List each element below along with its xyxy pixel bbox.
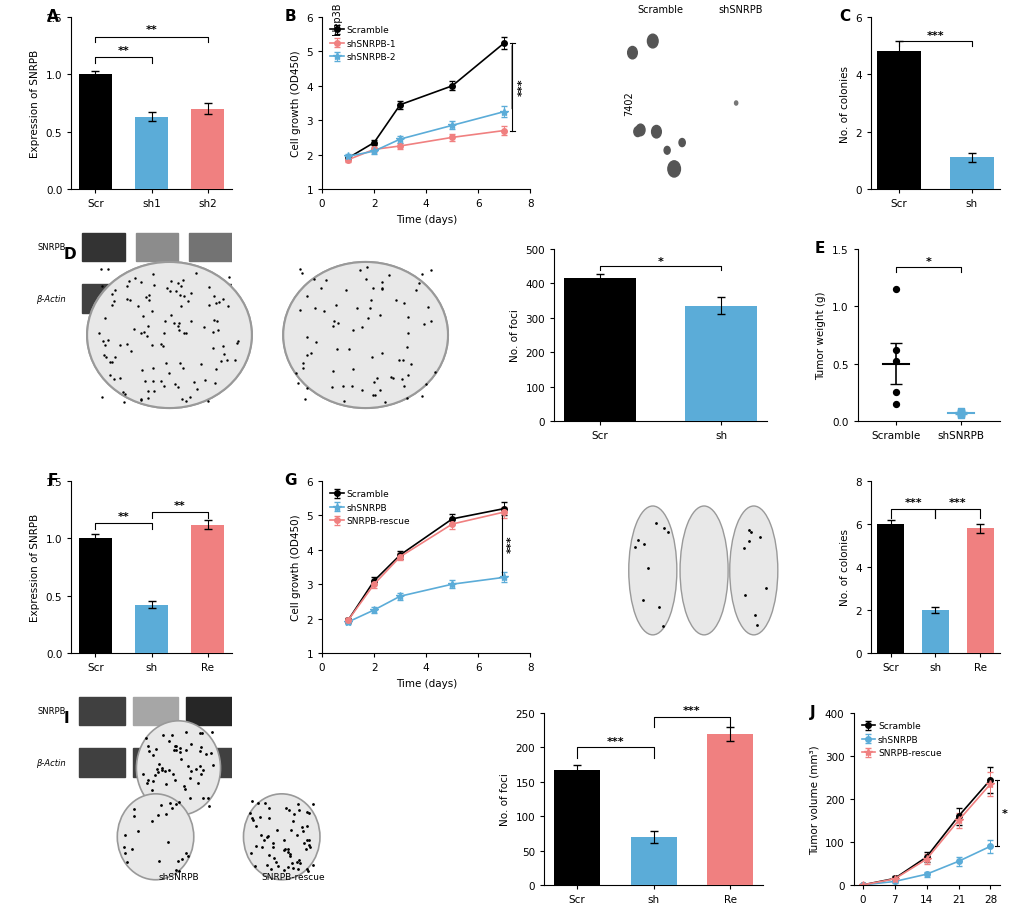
Text: *: * xyxy=(657,256,663,266)
Bar xyxy=(684,306,757,422)
Text: ***: *** xyxy=(506,535,517,552)
Bar xyxy=(135,605,168,653)
Text: *: * xyxy=(1001,808,1007,818)
Text: 7402: 7402 xyxy=(624,91,634,116)
Ellipse shape xyxy=(117,794,194,880)
Text: shSNRPB: shSNRPB xyxy=(158,872,199,881)
Ellipse shape xyxy=(729,507,777,635)
X-axis label: Time (days): Time (days) xyxy=(395,214,457,224)
Text: ***: *** xyxy=(517,79,527,97)
Bar xyxy=(78,75,112,190)
Text: C: C xyxy=(839,9,850,24)
Ellipse shape xyxy=(680,507,728,635)
Point xyxy=(888,355,904,369)
Bar xyxy=(706,734,752,885)
Y-axis label: No. of colonies: No. of colonies xyxy=(840,529,850,606)
Bar xyxy=(564,279,636,422)
Ellipse shape xyxy=(667,162,680,178)
Point xyxy=(888,343,904,358)
Bar xyxy=(876,525,903,653)
Y-axis label: No. of foci: No. of foci xyxy=(510,309,520,362)
Ellipse shape xyxy=(633,127,641,137)
Text: ***: *** xyxy=(606,736,624,746)
Text: Scramble: Scramble xyxy=(637,5,683,14)
Point xyxy=(952,406,968,421)
Point xyxy=(888,386,904,400)
Y-axis label: Cell growth (OD450): Cell growth (OD450) xyxy=(290,51,301,157)
Text: Hep3B: Hep3B xyxy=(332,3,341,35)
Point xyxy=(952,405,968,420)
Point xyxy=(888,397,904,412)
Text: J: J xyxy=(809,704,814,720)
Y-axis label: Tumor volume (mm³): Tumor volume (mm³) xyxy=(808,744,818,854)
Bar xyxy=(949,158,993,190)
Bar xyxy=(966,529,993,653)
Ellipse shape xyxy=(628,507,677,635)
Text: ***: *** xyxy=(948,498,966,507)
Bar xyxy=(191,525,224,653)
Point xyxy=(952,407,968,422)
Text: ***: *** xyxy=(904,498,921,507)
Y-axis label: Tumor weight (g): Tumor weight (g) xyxy=(815,292,825,380)
Text: shSNRPB: shSNRPB xyxy=(718,5,762,14)
Text: **: ** xyxy=(117,512,129,522)
Ellipse shape xyxy=(651,126,660,139)
Ellipse shape xyxy=(647,35,657,49)
Ellipse shape xyxy=(627,48,637,60)
Text: **: ** xyxy=(146,25,157,35)
Text: **: ** xyxy=(117,46,129,56)
Text: *: * xyxy=(924,257,930,267)
Ellipse shape xyxy=(663,147,669,155)
Text: **: ** xyxy=(173,500,185,510)
Ellipse shape xyxy=(244,794,320,880)
Ellipse shape xyxy=(636,125,644,136)
Text: G: G xyxy=(284,473,297,488)
Y-axis label: Cell growth (OD450): Cell growth (OD450) xyxy=(290,514,301,620)
Legend: Scramble, shSNRPB, SNRPB-rescue: Scramble, shSNRPB, SNRPB-rescue xyxy=(857,718,945,761)
Bar xyxy=(630,837,676,885)
Ellipse shape xyxy=(87,263,252,408)
Ellipse shape xyxy=(137,721,220,815)
Text: B: B xyxy=(284,9,296,24)
Y-axis label: Expression of SNRPB: Expression of SNRPB xyxy=(31,513,40,621)
Text: F: F xyxy=(47,473,58,488)
Ellipse shape xyxy=(734,102,737,106)
Point xyxy=(952,404,968,418)
Point xyxy=(888,283,904,297)
Y-axis label: Expression of SNRPB: Expression of SNRPB xyxy=(31,50,40,158)
Bar xyxy=(191,109,224,190)
Text: ***: *** xyxy=(683,705,700,715)
Ellipse shape xyxy=(283,263,447,408)
Bar xyxy=(135,117,168,190)
X-axis label: Time (days): Time (days) xyxy=(395,678,457,688)
Y-axis label: No. of foci: No. of foci xyxy=(499,773,510,825)
Text: I: I xyxy=(64,710,69,725)
Legend: Scramble, shSNRPB-1, shSNRPB-2: Scramble, shSNRPB-1, shSNRPB-2 xyxy=(326,23,399,66)
Bar xyxy=(876,52,920,190)
Point xyxy=(952,408,968,423)
Legend: Scramble, shSNRPB, SNRPB-rescue: Scramble, shSNRPB, SNRPB-rescue xyxy=(326,486,414,529)
Y-axis label: No. of colonies: No. of colonies xyxy=(840,65,850,143)
Text: A: A xyxy=(47,9,59,24)
Ellipse shape xyxy=(679,139,685,147)
Bar xyxy=(78,539,112,653)
Point xyxy=(952,406,968,421)
Text: E: E xyxy=(814,241,824,256)
Bar xyxy=(553,770,599,885)
Text: D: D xyxy=(63,247,76,261)
Text: ***: *** xyxy=(926,31,944,41)
Text: SNRPB-rescue: SNRPB-rescue xyxy=(261,872,325,881)
Bar xyxy=(921,610,948,653)
